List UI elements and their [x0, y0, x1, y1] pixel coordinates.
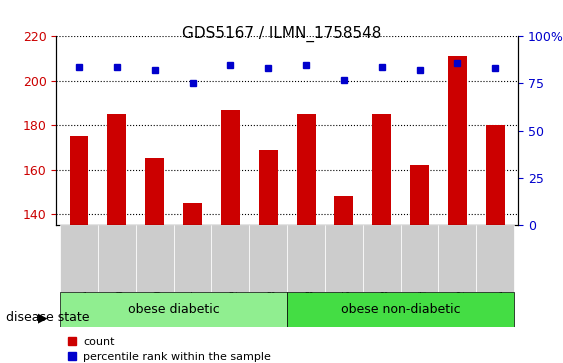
FancyBboxPatch shape: [439, 225, 476, 292]
Bar: [145, 158, 164, 225]
Bar: [183, 203, 202, 225]
FancyBboxPatch shape: [173, 225, 212, 292]
Text: obese non-diabetic: obese non-diabetic: [341, 303, 461, 316]
Text: disease state: disease state: [6, 311, 89, 324]
FancyBboxPatch shape: [476, 225, 514, 292]
Bar: [486, 125, 504, 225]
Bar: [448, 56, 467, 225]
FancyBboxPatch shape: [325, 225, 363, 292]
FancyBboxPatch shape: [401, 225, 439, 292]
FancyBboxPatch shape: [98, 225, 136, 292]
Bar: [221, 110, 240, 225]
Text: ▶: ▶: [38, 311, 48, 324]
Bar: [259, 150, 278, 225]
Bar: [410, 165, 429, 225]
FancyBboxPatch shape: [363, 225, 401, 292]
Text: GDS5167 / ILMN_1758548: GDS5167 / ILMN_1758548: [182, 25, 381, 42]
Text: obese diabetic: obese diabetic: [128, 303, 220, 316]
FancyBboxPatch shape: [212, 225, 249, 292]
Bar: [108, 114, 126, 225]
FancyBboxPatch shape: [249, 225, 287, 292]
FancyBboxPatch shape: [136, 225, 173, 292]
Bar: [372, 114, 391, 225]
FancyBboxPatch shape: [60, 225, 98, 292]
Bar: [334, 196, 354, 225]
Bar: [70, 136, 88, 225]
FancyBboxPatch shape: [287, 225, 325, 292]
FancyBboxPatch shape: [60, 292, 287, 327]
Legend: count, percentile rank within the sample: count, percentile rank within the sample: [62, 332, 275, 363]
FancyBboxPatch shape: [287, 292, 514, 327]
Bar: [297, 114, 315, 225]
